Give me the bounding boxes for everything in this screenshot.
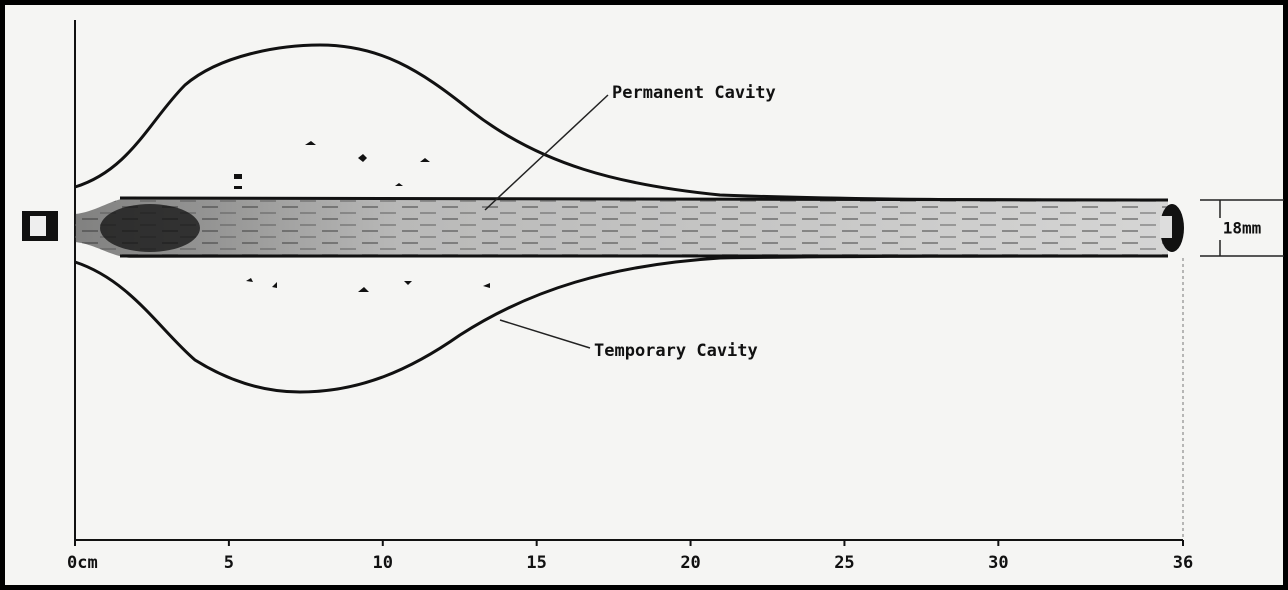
tick-label: 15 <box>526 553 546 573</box>
dimension-label: 18mm <box>1223 219 1262 238</box>
leader-line <box>484 94 609 211</box>
tick-label: 36 <box>1173 553 1193 573</box>
tick-label: 10 <box>373 553 393 573</box>
bullet-end <box>1160 204 1184 252</box>
tick-label: 5 <box>224 553 234 573</box>
permanent-cavity-label: Permanent Cavity <box>612 83 776 103</box>
entry-wound <box>100 204 200 252</box>
fragments <box>234 141 490 292</box>
tick-label: 30 <box>988 553 1008 573</box>
dimension-label-bg <box>1205 218 1279 240</box>
temporary-cavity-label: Temporary Cavity <box>594 341 758 361</box>
tick-label: 25 <box>834 553 854 573</box>
leader-line <box>499 319 591 349</box>
permanent-cavity-edge <box>119 196 1169 202</box>
tick-label: 20 <box>680 553 700 573</box>
bullet-start <box>22 211 58 241</box>
axis-ticks: 0cm 5 10 15 20 25 30 36 <box>67 540 1193 573</box>
tick-label: 0cm <box>67 553 98 573</box>
permanent-cavity-texture <box>75 197 1168 258</box>
background <box>5 5 1283 585</box>
